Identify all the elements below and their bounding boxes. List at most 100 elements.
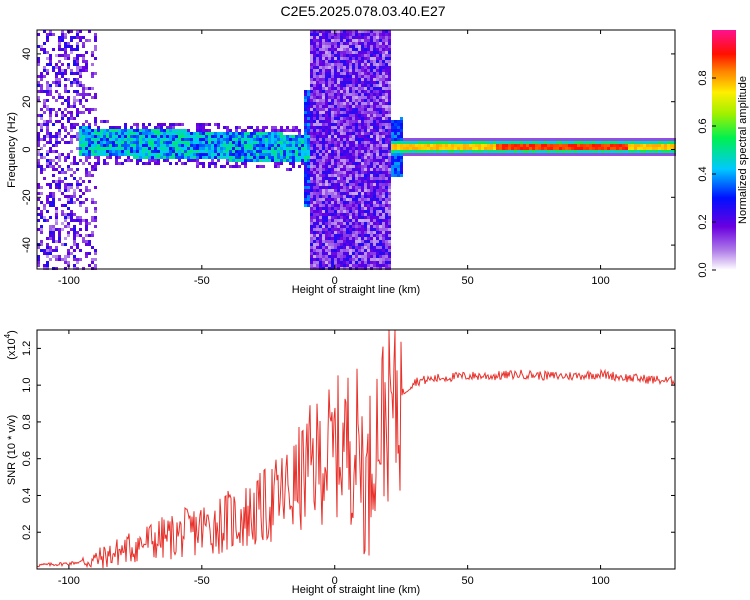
heatmap-cell xyxy=(376,78,379,81)
heatmap-cell xyxy=(373,108,376,111)
heatmap-cell xyxy=(364,72,367,75)
heatmap-cell xyxy=(94,57,97,60)
heatmap-cell xyxy=(388,105,391,108)
heatmap-cell xyxy=(532,138,535,141)
heatmap-cell xyxy=(67,249,70,252)
heatmap-cell xyxy=(346,132,349,135)
heatmap-cell xyxy=(352,264,355,267)
heatmap-cell xyxy=(238,156,241,159)
heatmap-cell xyxy=(328,144,331,147)
heatmap-cell xyxy=(85,39,88,42)
heatmap-cell xyxy=(538,153,541,156)
heatmap-cell xyxy=(370,66,373,69)
heatmap-cell xyxy=(70,105,73,108)
heatmap-cell xyxy=(484,147,487,150)
heatmap-cell xyxy=(172,153,175,156)
heatmap-cell xyxy=(109,138,112,141)
heatmap-cell xyxy=(250,132,253,135)
heatmap-cell xyxy=(55,72,58,75)
heatmap-cell xyxy=(331,123,334,126)
heatmap-cell xyxy=(52,66,55,69)
heatmap-cell xyxy=(607,144,610,147)
heatmap-cell xyxy=(349,135,352,138)
heatmap-cell xyxy=(379,168,382,171)
heatmap-cell xyxy=(319,135,322,138)
heatmap-cell xyxy=(97,135,100,138)
heatmap-cell xyxy=(346,231,349,234)
heatmap-cell xyxy=(496,144,499,147)
heatmap-cell xyxy=(190,147,193,150)
heatmap-cell xyxy=(142,162,145,165)
heatmap-cell xyxy=(223,141,226,144)
heatmap-cell xyxy=(289,141,292,144)
heatmap-cell xyxy=(358,51,361,54)
heatmap-cell xyxy=(487,147,490,150)
heatmap-cell xyxy=(115,147,118,150)
heatmap-cell xyxy=(382,60,385,63)
heatmap-cell xyxy=(37,90,40,93)
heatmap-cell xyxy=(70,123,73,126)
heatmap-cell xyxy=(322,81,325,84)
colorbar-tick-label: 0.4 xyxy=(697,166,709,181)
heatmap-cell xyxy=(361,183,364,186)
heatmap-cell xyxy=(133,123,136,126)
heatmap-cell xyxy=(376,225,379,228)
heatmap-cell xyxy=(193,156,196,159)
heatmap-cell xyxy=(139,144,142,147)
heatmap-cell xyxy=(88,243,91,246)
heatmap-cell xyxy=(331,264,334,267)
heatmap-cell xyxy=(505,147,508,150)
heatmap-cell xyxy=(52,249,55,252)
heatmap-cell xyxy=(388,171,391,174)
heatmap-cell xyxy=(493,144,496,147)
heatmap-cell xyxy=(316,108,319,111)
heatmap-cell xyxy=(328,168,331,171)
heatmap-cell xyxy=(58,198,61,201)
heatmap-cell xyxy=(331,51,334,54)
heatmap-cell xyxy=(64,36,67,39)
heatmap-cell xyxy=(388,33,391,36)
heatmap-cell xyxy=(103,141,106,144)
heatmap-cell xyxy=(337,207,340,210)
heatmap-cell xyxy=(358,114,361,117)
heatmap-cell xyxy=(199,144,202,147)
heatmap-cell xyxy=(385,174,388,177)
heatmap-cell xyxy=(337,258,340,261)
heatmap-cell xyxy=(373,102,376,105)
heatmap-cell xyxy=(628,147,631,150)
heatmap-cell xyxy=(106,120,109,123)
heatmap-cell xyxy=(226,138,229,141)
heatmap-cell xyxy=(118,126,121,129)
heatmap-cell xyxy=(70,186,73,189)
heatmap-cell xyxy=(334,225,337,228)
heatmap-cell xyxy=(40,186,43,189)
heatmap-cell xyxy=(541,141,544,144)
heatmap-cell xyxy=(37,228,40,231)
heatmap-cell xyxy=(427,147,430,150)
heatmap-cell xyxy=(352,261,355,264)
heatmap-cell xyxy=(70,150,73,153)
heatmap-cell xyxy=(130,138,133,141)
heatmap-cell xyxy=(382,156,385,159)
heatmap-cell xyxy=(337,168,340,171)
heatmap-cell xyxy=(358,180,361,183)
heatmap-cell xyxy=(343,213,346,216)
heatmap-cell xyxy=(328,126,331,129)
heatmap-cell xyxy=(340,57,343,60)
heatmap-cell xyxy=(304,132,307,135)
heatmap-cell xyxy=(46,81,49,84)
heatmap-cell xyxy=(253,135,256,138)
heatmap-cell xyxy=(118,150,121,153)
heatmap-cell xyxy=(385,138,388,141)
heatmap-cell xyxy=(208,144,211,147)
heatmap-cell xyxy=(643,144,646,147)
heatmap-cell xyxy=(175,141,178,144)
heatmap-cell xyxy=(661,147,664,150)
heatmap-cell xyxy=(76,147,79,150)
heatmap-cell xyxy=(358,237,361,240)
heatmap-cell xyxy=(451,153,454,156)
spectrogram-x-label: Height of straight line (km) xyxy=(292,284,420,296)
heatmap-cell xyxy=(547,153,550,156)
heatmap-cell xyxy=(358,153,361,156)
